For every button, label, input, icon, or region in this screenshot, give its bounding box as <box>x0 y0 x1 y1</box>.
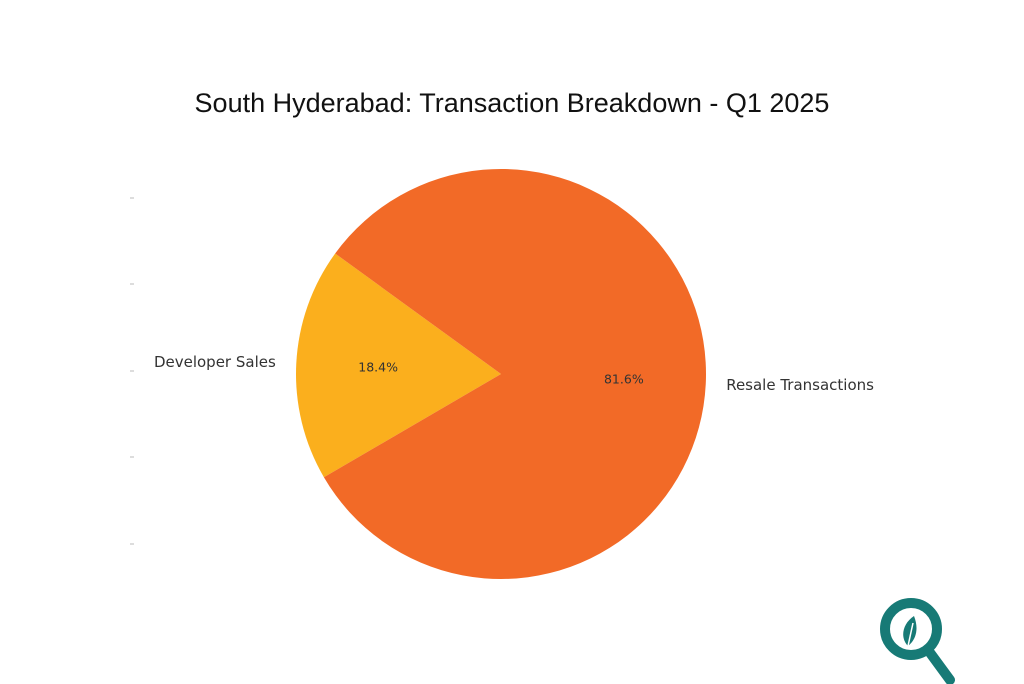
magnifier-leaf-icon <box>880 598 955 684</box>
pct-label-resale-transactions: 81.6% <box>604 372 644 387</box>
pie-slice-developer-sales <box>296 253 501 478</box>
slice-label-developer-sales: Developer Sales <box>154 353 276 371</box>
pie-slice-resale-transactions <box>323 169 707 580</box>
brand-logo <box>880 598 955 684</box>
pie-slices <box>296 169 707 580</box>
pie-labels: 18.4% Developer Sales 81.6% Resale Transact… <box>154 353 874 394</box>
axis-ticks <box>130 197 134 545</box>
pct-label-developer-sales: 18.4% <box>358 359 398 374</box>
chart-title: South Hyderabad: Transaction Breakdown -… <box>194 88 830 118</box>
slice-label-resale-transactions: Resale Transactions <box>726 376 874 394</box>
